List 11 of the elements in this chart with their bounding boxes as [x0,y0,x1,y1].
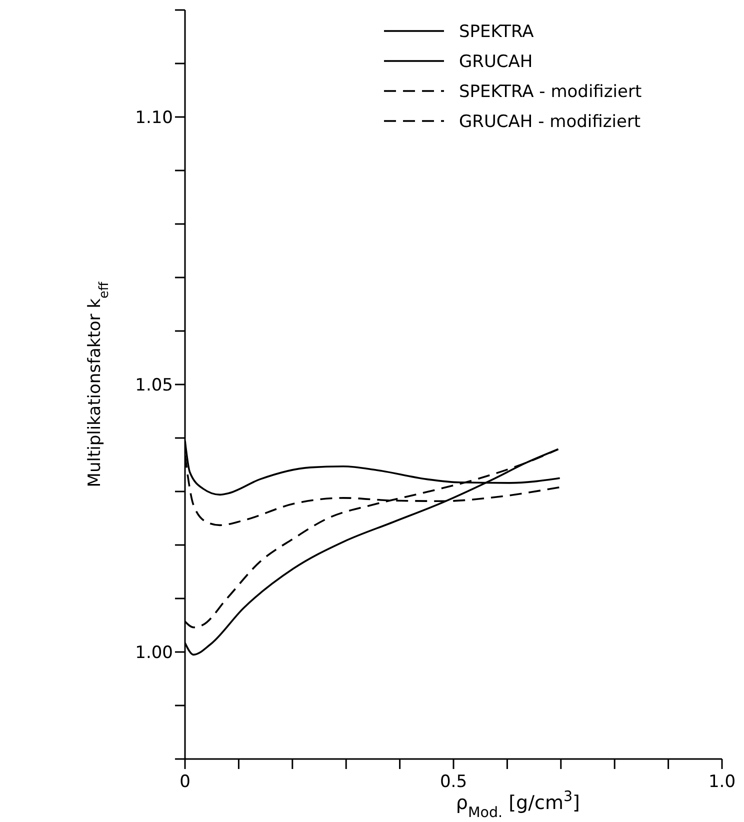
legend-label: SPEKTRA [459,22,534,42]
x-tick-label: 1.0 [708,772,736,792]
y-tick-label: 1.05 [135,376,173,396]
legend-label: GRUCAH - modifiziert [459,112,641,132]
legend-label: SPEKTRA - modifiziert [459,82,642,102]
x-axis-title: ρ$_{Mod.}$ [g/cm$^{3}$] [456,789,580,821]
x-tick-label: 0 [180,772,190,792]
x-tick-label: 0.5 [440,772,468,792]
y-tick-label: 1.00 [135,643,173,664]
y-tick-label: 1.10 [135,108,173,128]
legend-label: GRUCAH [459,52,533,72]
